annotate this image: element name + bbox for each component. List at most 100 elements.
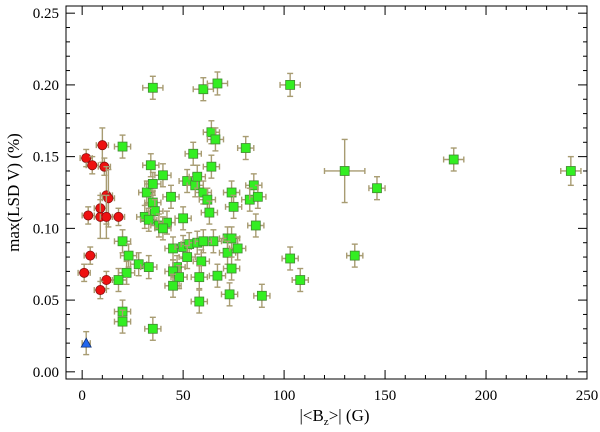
data-point-circle <box>81 206 95 225</box>
square-marker <box>113 275 124 285</box>
square-marker <box>226 187 237 198</box>
square-marker <box>232 243 243 254</box>
y-tick-label: 0.20 <box>33 78 59 94</box>
circle-marker <box>97 140 108 151</box>
y-axis-title: max(LSD V) (%) <box>4 133 23 252</box>
data-point-square <box>281 246 299 271</box>
square-marker <box>143 262 154 273</box>
circle-marker <box>101 275 112 286</box>
data-point-square <box>142 153 160 178</box>
triangle-marker <box>80 337 92 348</box>
square-marker <box>228 201 239 212</box>
data-point-square <box>291 267 310 293</box>
square-marker <box>349 250 360 261</box>
square-marker <box>188 148 199 159</box>
data-point-square <box>142 75 164 100</box>
plot-frame <box>65 5 588 380</box>
data-point-square <box>345 243 364 268</box>
data-point-square <box>224 194 243 220</box>
square-marker <box>147 82 158 93</box>
square-marker <box>295 275 306 285</box>
square-marker <box>147 323 158 334</box>
data-points <box>77 71 582 356</box>
square-marker <box>149 206 160 217</box>
square-marker <box>256 290 267 301</box>
data-point-square <box>174 206 192 231</box>
data-point-circle <box>85 155 100 175</box>
data-point-square <box>164 273 182 298</box>
data-point-square <box>279 72 301 98</box>
circle-marker <box>83 210 94 221</box>
square-marker <box>226 263 237 274</box>
square-marker <box>192 171 203 182</box>
square-marker <box>174 272 184 283</box>
square-marker <box>168 280 178 291</box>
y-tick-label: 0.15 <box>33 150 59 166</box>
data-point-square <box>247 213 265 238</box>
x-tick-label: 50 <box>176 388 191 404</box>
data-point-square <box>222 180 241 205</box>
square-marker <box>158 223 168 234</box>
y-tick-label: 0.25 <box>33 6 59 22</box>
data-point-circle <box>83 246 97 265</box>
data-point-square <box>170 264 188 290</box>
square-marker <box>143 214 154 225</box>
y-tick-label: 0.05 <box>33 293 59 309</box>
square-marker <box>372 183 382 194</box>
data-point-square <box>190 264 209 290</box>
data-point-square <box>236 135 255 161</box>
data-point-circle <box>77 263 91 283</box>
data-point-square <box>154 163 172 188</box>
data-point-square <box>192 77 215 102</box>
circle-marker <box>101 211 112 222</box>
data-point-circle <box>111 207 126 227</box>
data-point-square <box>206 71 229 96</box>
square-marker <box>285 253 296 264</box>
circle-marker <box>85 250 96 261</box>
data-point-circle <box>95 127 110 164</box>
data-point-square <box>178 244 196 270</box>
circle-marker <box>79 267 90 278</box>
square-marker <box>141 187 152 198</box>
data-point-square <box>220 282 239 307</box>
square-marker <box>133 259 144 270</box>
square-marker <box>222 247 233 258</box>
data-point-square <box>200 200 219 225</box>
square-marker <box>198 236 209 247</box>
square-marker <box>198 84 209 95</box>
square-marker <box>168 243 178 254</box>
data-point-circle <box>93 280 108 300</box>
square-marker <box>210 134 221 145</box>
square-marker <box>147 178 158 189</box>
square-marker <box>117 316 128 327</box>
x-axis-title: |<Bz>| (G) <box>299 406 369 428</box>
data-point-square <box>113 134 132 159</box>
data-point-square <box>162 184 180 209</box>
square-marker <box>194 296 205 307</box>
circle-marker <box>87 160 98 171</box>
data-point-square <box>194 229 213 254</box>
square-marker <box>196 256 207 267</box>
data-point-square <box>144 316 162 341</box>
square-marker <box>121 267 132 278</box>
circle-marker <box>113 211 124 222</box>
data-point-triangle <box>80 330 92 356</box>
data-point-square <box>560 155 582 187</box>
y-tick-label: 0.10 <box>33 221 59 237</box>
x-tick-label: 200 <box>475 388 498 404</box>
data-point-square <box>208 263 227 288</box>
data-point-square <box>228 236 247 261</box>
square-marker <box>194 272 205 283</box>
x-tick-label: 150 <box>374 388 397 404</box>
x-tick-label: 250 <box>576 388 599 404</box>
data-point-square <box>113 229 132 254</box>
square-marker <box>565 166 576 176</box>
tick-labels: 0 50 100 150 200 250 0.00 0.05 0.10 0.15 0.20 0.25 <box>33 6 599 404</box>
square-marker <box>212 270 223 281</box>
square-marker <box>182 252 193 262</box>
data-point-square <box>137 180 156 205</box>
square-marker <box>285 80 296 90</box>
data-point-square <box>119 243 138 268</box>
data-point-square <box>198 187 217 212</box>
